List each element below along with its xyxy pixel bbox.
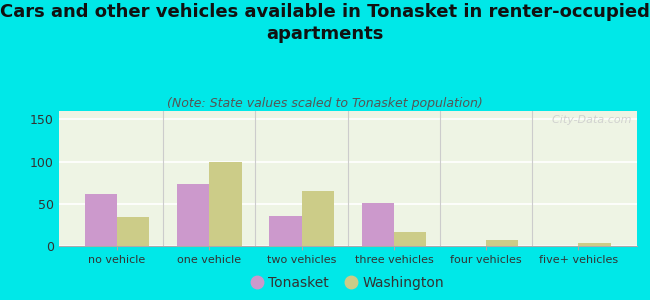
Text: City-Data.com: City-Data.com: [545, 115, 631, 125]
Bar: [394, 232, 426, 246]
Bar: [84, 194, 117, 246]
Bar: [269, 216, 302, 246]
Text: Cars and other vehicles available in Tonasket in renter-occupied
apartments: Cars and other vehicles available in Ton…: [0, 3, 650, 43]
Text: (Note: State values scaled to Tonasket population): (Note: State values scaled to Tonasket p…: [167, 98, 483, 110]
Bar: [486, 240, 519, 246]
Bar: [209, 163, 242, 246]
Bar: [361, 203, 394, 246]
Bar: [578, 244, 611, 246]
Legend: Tonasket, Washington: Tonasket, Washington: [246, 271, 450, 296]
Bar: [177, 184, 209, 246]
Bar: [302, 191, 334, 246]
Bar: [117, 217, 150, 246]
